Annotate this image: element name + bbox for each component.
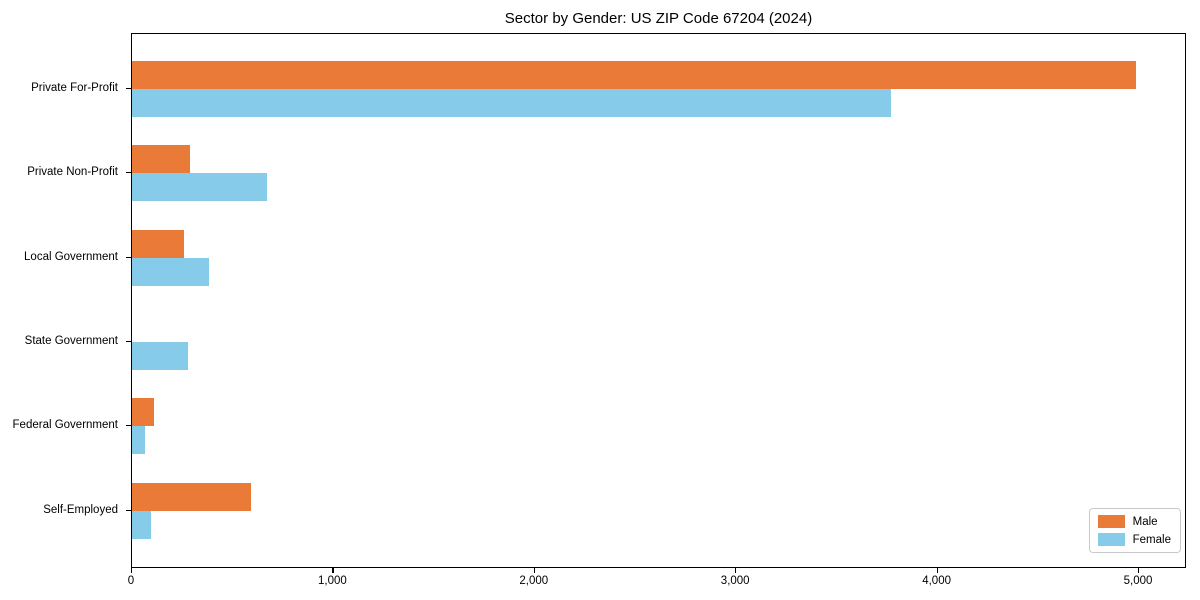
bar-female-private-for-profit: [132, 89, 891, 117]
xtick-label-3000: 3,000: [720, 575, 750, 587]
bar-male-local-government: [132, 229, 184, 258]
xtick-mark: [1138, 568, 1140, 573]
legend-item-female: Female: [1097, 533, 1171, 546]
bar-male-private-non-profit: [132, 145, 190, 174]
ytick-mark: [126, 256, 131, 258]
female-swatch: [1097, 533, 1125, 546]
ytick-label-state-government: State Government: [24, 334, 118, 347]
legend-label-male: Male: [1132, 515, 1158, 528]
male-swatch: [1097, 515, 1125, 528]
ytick-label-private-for-profit: Private For-Profit: [31, 82, 118, 94]
xtick-mark: [735, 568, 737, 573]
bar-female-self-employed: [132, 510, 151, 539]
ytick-label-self-employed: Self-Employed: [43, 503, 118, 516]
ytick-mark: [126, 509, 131, 511]
ytick-label-federal-government: Federal Government: [12, 419, 118, 432]
ytick-label-local-government: Local Government: [24, 250, 118, 263]
bar-male-federal-government: [132, 398, 154, 427]
bar-female-state-government: [132, 341, 188, 370]
xtick-label-4000: 4,000: [922, 575, 951, 587]
legend: Male Female: [1088, 508, 1181, 553]
ytick-mark: [126, 340, 131, 343]
chart-title: Sector by Gender: US ZIP Code 67204 (202…: [504, 10, 813, 27]
ytick-mark: [126, 172, 131, 174]
plot-area: Male Female: [131, 33, 1186, 568]
xtick-label-5000: 5,000: [1123, 575, 1153, 587]
xtick-label-2000: 2,000: [519, 575, 549, 587]
xtick-mark: [533, 568, 535, 573]
bar-male-private-for-profit: [132, 61, 1136, 89]
xtick-mark: [131, 568, 133, 573]
bar-male-self-employed: [132, 482, 251, 511]
ytick-label-private-non-profit: Private Non-Profit: [27, 166, 118, 179]
bar-female-local-government: [132, 257, 209, 286]
ytick-mark: [126, 425, 131, 427]
legend-item-male: Male: [1097, 515, 1171, 528]
bar-female-private-non-profit: [132, 173, 267, 202]
legend-label-female: Female: [1132, 533, 1171, 546]
xtick-mark: [936, 568, 938, 573]
bar-female-federal-government: [132, 426, 145, 455]
xtick-label-1000: 1,000: [318, 575, 347, 587]
ytick-mark: [126, 88, 131, 90]
xtick-mark: [332, 568, 334, 573]
xtick-label-0: 0: [127, 575, 135, 587]
